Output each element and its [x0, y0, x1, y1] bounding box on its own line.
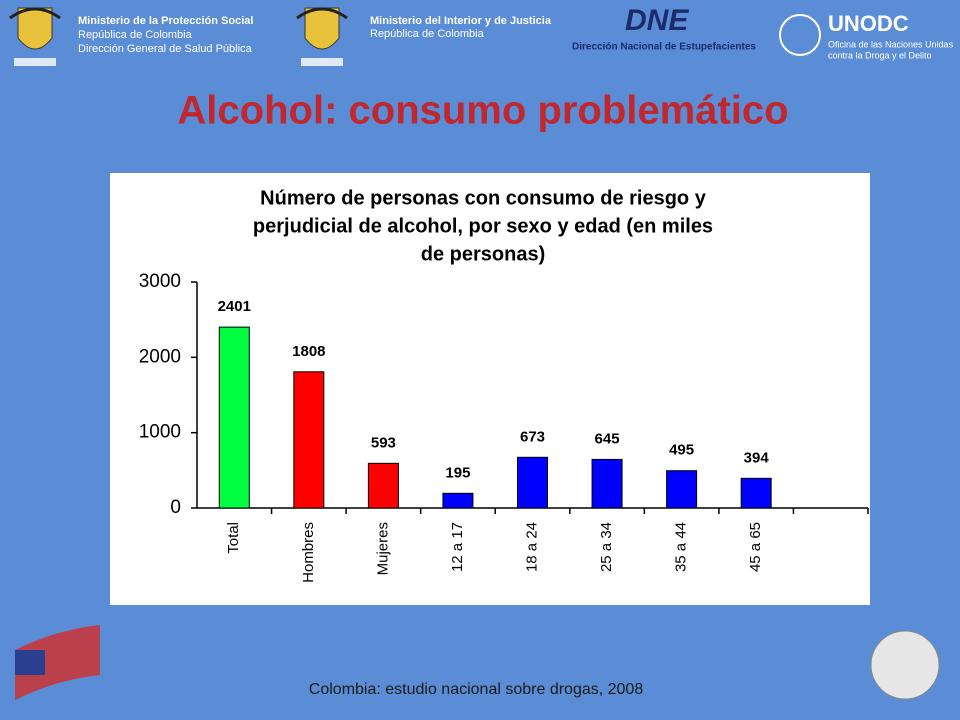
- header-text: República de Colombia: [370, 28, 485, 40]
- bar: [293, 371, 325, 509]
- x-tick-label: Mujeres: [374, 522, 391, 575]
- x-tick-label: 25 a 34: [598, 522, 615, 572]
- coat-of-arms-left: [9, 7, 61, 66]
- data-label: 2401: [218, 298, 251, 315]
- us-embassy-logo: [15, 625, 100, 700]
- chart-title: de personas): [421, 243, 545, 265]
- unodc-name: contra la Droga y el Delito: [828, 50, 932, 60]
- data-label: 1808: [292, 343, 325, 360]
- unodc-logo: UNODC: [828, 11, 909, 36]
- data-label: 645: [595, 430, 620, 447]
- data-label: 195: [445, 464, 470, 481]
- header-text: Ministerio de la Protección Social: [78, 15, 253, 27]
- y-tick-label: 2000: [139, 346, 181, 367]
- x-tick-label: 45 a 65: [747, 522, 764, 572]
- bar: [666, 470, 698, 509]
- bar: [442, 492, 474, 509]
- header-text: República de Colombia: [78, 29, 193, 41]
- y-tick-label: 0: [170, 497, 181, 518]
- dne-logo: DNE: [625, 4, 689, 37]
- bar: [218, 326, 250, 509]
- slide-title: Alcohol: consumo problemático: [177, 89, 788, 133]
- un-emblem: [779, 14, 821, 56]
- y-tick-label: 1000: [139, 422, 181, 443]
- coat-of-arms-middle: [296, 7, 348, 66]
- y-tick-label: 3000: [139, 271, 181, 292]
- chart-title: Número de personas con consumo de riesgo…: [260, 187, 707, 209]
- unodc-name: Oficina de las Naciones Unidas: [828, 39, 954, 49]
- data-label: 495: [669, 442, 694, 459]
- chart: Número de personas con consumo de riesgo…: [139, 187, 869, 583]
- chart-title: perjudicial de alcohol, por sexo y edad …: [253, 215, 713, 237]
- bar: [367, 462, 399, 509]
- data-label: 593: [371, 434, 396, 451]
- x-tick-label: Total: [225, 522, 242, 554]
- x-tick-label: 35 a 44: [673, 522, 690, 572]
- bar: [740, 477, 772, 509]
- x-tick-label: Hombres: [300, 522, 317, 583]
- header-text: Dirección General de Salud Pública: [78, 43, 253, 55]
- x-tick-label: 12 a 17: [449, 522, 466, 572]
- oas-emblem: [870, 630, 940, 700]
- dne-name: Dirección Nacional de Estupefacientes: [572, 42, 756, 53]
- footer: Colombia: estudio nacional sobre drogas,…: [309, 681, 644, 698]
- bar: [517, 456, 548, 509]
- data-label: 673: [520, 428, 545, 445]
- data-label: 394: [744, 449, 770, 466]
- bar: [591, 458, 623, 509]
- header-text: Ministerio del Interior y de Justicia: [370, 15, 552, 27]
- x-tick-label: 18 a 24: [523, 522, 540, 572]
